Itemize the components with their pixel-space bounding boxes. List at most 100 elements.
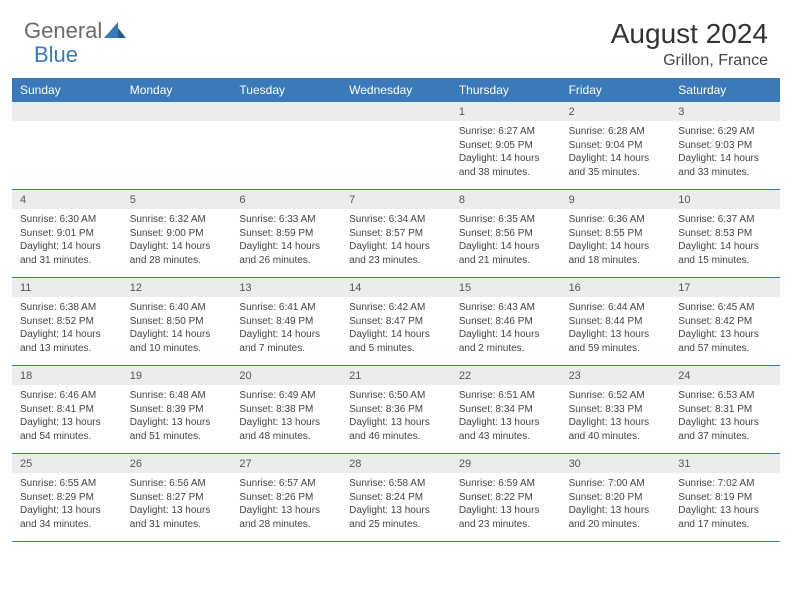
day-cell: Sunrise: 6:52 AMSunset: 8:33 PMDaylight:… bbox=[561, 385, 671, 453]
day-number: 6 bbox=[231, 190, 341, 209]
title-block: August 2024 Grillon, France bbox=[611, 18, 768, 70]
weeks-container: 123Sunrise: 6:27 AMSunset: 9:05 PMDaylig… bbox=[12, 102, 780, 542]
day-number: 31 bbox=[670, 454, 780, 473]
day-content-row: Sunrise: 6:27 AMSunset: 9:05 PMDaylight:… bbox=[12, 121, 780, 189]
day-cell: Sunrise: 6:40 AMSunset: 8:50 PMDaylight:… bbox=[122, 297, 232, 365]
day-content-row: Sunrise: 6:46 AMSunset: 8:41 PMDaylight:… bbox=[12, 385, 780, 453]
day-number-row: 45678910 bbox=[12, 190, 780, 209]
weekday-label: Wednesday bbox=[341, 78, 451, 102]
day-cell: Sunrise: 6:46 AMSunset: 8:41 PMDaylight:… bbox=[12, 385, 122, 453]
day-number bbox=[231, 102, 341, 121]
week-block: 18192021222324Sunrise: 6:46 AMSunset: 8:… bbox=[12, 366, 780, 454]
day-cell bbox=[231, 121, 341, 189]
day-number: 13 bbox=[231, 278, 341, 297]
day-cell: Sunrise: 6:41 AMSunset: 8:49 PMDaylight:… bbox=[231, 297, 341, 365]
week-block: 11121314151617Sunrise: 6:38 AMSunset: 8:… bbox=[12, 278, 780, 366]
weekday-label: Saturday bbox=[670, 78, 780, 102]
day-cell: Sunrise: 6:36 AMSunset: 8:55 PMDaylight:… bbox=[561, 209, 671, 277]
day-number: 8 bbox=[451, 190, 561, 209]
day-cell: Sunrise: 6:58 AMSunset: 8:24 PMDaylight:… bbox=[341, 473, 451, 541]
day-number: 2 bbox=[561, 102, 671, 121]
day-number: 26 bbox=[122, 454, 232, 473]
day-number: 25 bbox=[12, 454, 122, 473]
day-number: 7 bbox=[341, 190, 451, 209]
day-cell: Sunrise: 6:49 AMSunset: 8:38 PMDaylight:… bbox=[231, 385, 341, 453]
day-cell: Sunrise: 6:56 AMSunset: 8:27 PMDaylight:… bbox=[122, 473, 232, 541]
week-block: 25262728293031Sunrise: 6:55 AMSunset: 8:… bbox=[12, 454, 780, 542]
day-cell: Sunrise: 6:44 AMSunset: 8:44 PMDaylight:… bbox=[561, 297, 671, 365]
weekday-label: Sunday bbox=[12, 78, 122, 102]
brand-logo: General bbox=[24, 18, 128, 44]
day-number: 23 bbox=[561, 366, 671, 385]
day-number: 18 bbox=[12, 366, 122, 385]
day-cell: Sunrise: 6:42 AMSunset: 8:47 PMDaylight:… bbox=[341, 297, 451, 365]
day-number-row: 123 bbox=[12, 102, 780, 121]
day-cell bbox=[341, 121, 451, 189]
day-number: 3 bbox=[670, 102, 780, 121]
day-cell: Sunrise: 6:53 AMSunset: 8:31 PMDaylight:… bbox=[670, 385, 780, 453]
day-cell: Sunrise: 6:45 AMSunset: 8:42 PMDaylight:… bbox=[670, 297, 780, 365]
day-number bbox=[122, 102, 232, 121]
day-content-row: Sunrise: 6:38 AMSunset: 8:52 PMDaylight:… bbox=[12, 297, 780, 365]
calendar: SundayMondayTuesdayWednesdayThursdayFrid… bbox=[0, 78, 792, 542]
day-cell: Sunrise: 7:02 AMSunset: 8:19 PMDaylight:… bbox=[670, 473, 780, 541]
weekday-header: SundayMondayTuesdayWednesdayThursdayFrid… bbox=[12, 78, 780, 102]
weekday-label: Tuesday bbox=[231, 78, 341, 102]
day-cell: Sunrise: 6:35 AMSunset: 8:56 PMDaylight:… bbox=[451, 209, 561, 277]
day-number: 1 bbox=[451, 102, 561, 121]
day-number: 29 bbox=[451, 454, 561, 473]
day-cell: Sunrise: 6:37 AMSunset: 8:53 PMDaylight:… bbox=[670, 209, 780, 277]
day-number: 22 bbox=[451, 366, 561, 385]
day-cell: Sunrise: 6:34 AMSunset: 8:57 PMDaylight:… bbox=[341, 209, 451, 277]
day-number: 17 bbox=[670, 278, 780, 297]
day-content-row: Sunrise: 6:55 AMSunset: 8:29 PMDaylight:… bbox=[12, 473, 780, 541]
day-content-row: Sunrise: 6:30 AMSunset: 9:01 PMDaylight:… bbox=[12, 209, 780, 277]
brand-part2: Blue bbox=[34, 42, 78, 67]
day-cell: Sunrise: 6:48 AMSunset: 8:39 PMDaylight:… bbox=[122, 385, 232, 453]
day-number: 27 bbox=[231, 454, 341, 473]
day-cell: Sunrise: 6:30 AMSunset: 9:01 PMDaylight:… bbox=[12, 209, 122, 277]
brand-triangle-icon bbox=[104, 20, 126, 38]
day-number: 19 bbox=[122, 366, 232, 385]
day-cell bbox=[122, 121, 232, 189]
day-cell: Sunrise: 6:50 AMSunset: 8:36 PMDaylight:… bbox=[341, 385, 451, 453]
day-number: 28 bbox=[341, 454, 451, 473]
header: General August 2024 Grillon, France bbox=[0, 0, 792, 78]
day-number: 10 bbox=[670, 190, 780, 209]
day-number: 24 bbox=[670, 366, 780, 385]
day-number: 14 bbox=[341, 278, 451, 297]
week-block: 123Sunrise: 6:27 AMSunset: 9:05 PMDaylig… bbox=[12, 102, 780, 190]
week-block: 45678910Sunrise: 6:30 AMSunset: 9:01 PMD… bbox=[12, 190, 780, 278]
day-number: 12 bbox=[122, 278, 232, 297]
day-number: 16 bbox=[561, 278, 671, 297]
day-number: 4 bbox=[12, 190, 122, 209]
weekday-label: Thursday bbox=[451, 78, 561, 102]
day-number-row: 11121314151617 bbox=[12, 278, 780, 297]
day-cell bbox=[12, 121, 122, 189]
day-number: 30 bbox=[561, 454, 671, 473]
day-cell: Sunrise: 6:32 AMSunset: 9:00 PMDaylight:… bbox=[122, 209, 232, 277]
day-number: 15 bbox=[451, 278, 561, 297]
day-number bbox=[12, 102, 122, 121]
day-number-row: 25262728293031 bbox=[12, 454, 780, 473]
location: Grillon, France bbox=[611, 52, 768, 70]
day-cell: Sunrise: 6:29 AMSunset: 9:03 PMDaylight:… bbox=[670, 121, 780, 189]
day-number: 11 bbox=[12, 278, 122, 297]
month-title: August 2024 bbox=[611, 18, 768, 50]
day-number: 5 bbox=[122, 190, 232, 209]
day-cell: Sunrise: 6:51 AMSunset: 8:34 PMDaylight:… bbox=[451, 385, 561, 453]
day-cell: Sunrise: 6:59 AMSunset: 8:22 PMDaylight:… bbox=[451, 473, 561, 541]
day-cell: Sunrise: 6:43 AMSunset: 8:46 PMDaylight:… bbox=[451, 297, 561, 365]
day-cell: Sunrise: 6:38 AMSunset: 8:52 PMDaylight:… bbox=[12, 297, 122, 365]
day-cell: Sunrise: 7:00 AMSunset: 8:20 PMDaylight:… bbox=[561, 473, 671, 541]
day-cell: Sunrise: 6:57 AMSunset: 8:26 PMDaylight:… bbox=[231, 473, 341, 541]
brand-part1: General bbox=[24, 18, 102, 44]
day-number: 21 bbox=[341, 366, 451, 385]
day-cell: Sunrise: 6:27 AMSunset: 9:05 PMDaylight:… bbox=[451, 121, 561, 189]
brand-part2-wrapper: Blue bbox=[34, 42, 78, 68]
day-cell: Sunrise: 6:55 AMSunset: 8:29 PMDaylight:… bbox=[12, 473, 122, 541]
weekday-label: Monday bbox=[122, 78, 232, 102]
day-number-row: 18192021222324 bbox=[12, 366, 780, 385]
day-number: 9 bbox=[561, 190, 671, 209]
weekday-label: Friday bbox=[561, 78, 671, 102]
